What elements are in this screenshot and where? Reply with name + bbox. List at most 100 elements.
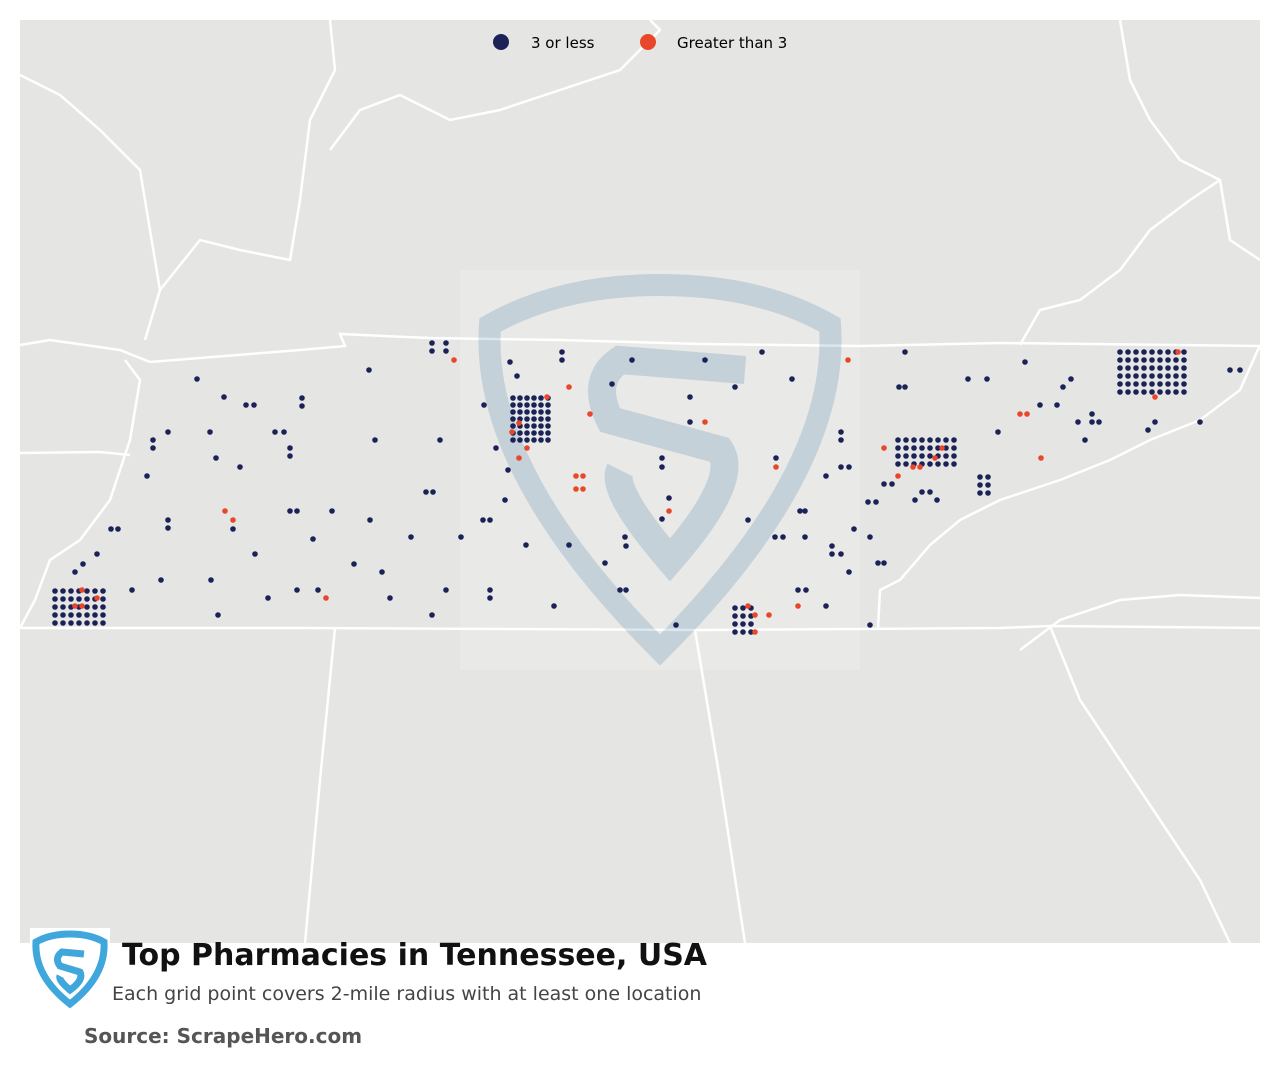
grid-point [1082,437,1088,443]
grid-point [100,604,106,610]
grid-point [1096,419,1102,425]
grid-point [524,423,530,429]
grid-point [895,453,901,459]
grid-point [538,409,544,415]
grid-point [100,612,106,618]
grid-point [76,612,82,618]
grid-point [60,620,66,626]
grid-point [1157,381,1163,387]
grid-point [100,620,106,626]
grid-point [1038,455,1044,461]
grid-point [387,595,393,601]
grid-point [838,464,844,470]
grid-point [516,420,522,426]
logo [30,928,110,1009]
grid-point [1060,384,1066,390]
grid-point [524,395,530,401]
grid-point [1149,365,1155,371]
grid-point [752,612,758,618]
grid-point [531,437,537,443]
grid-point [1173,365,1179,371]
grid-point [92,620,98,626]
grid-point [1133,389,1139,395]
grid-point [846,569,852,575]
grid-point [573,486,579,492]
grid-point [1173,373,1179,379]
grid-point [72,569,78,575]
grid-point [580,473,586,479]
grid-point [1157,365,1163,371]
grid-point [545,402,551,408]
grid-point [538,423,544,429]
grid-point [1141,373,1147,379]
grid-point [1173,381,1179,387]
grid-point [68,620,74,626]
grid-point [60,588,66,594]
grid-point [1133,381,1139,387]
grid-point [1089,411,1095,417]
grid-point [629,357,635,363]
grid-point [1037,402,1043,408]
grid-point [516,455,522,461]
map: 3 or less Greater than 3 [18,19,1262,944]
grid-point [510,423,516,429]
grid-point [1165,381,1171,387]
legend-label: Greater than 3 [677,34,787,52]
grid-point [1173,389,1179,395]
grid-point [252,551,258,557]
grid-point [1237,367,1243,373]
grid-point [517,395,523,401]
grid-point [100,596,106,602]
grid-point [911,445,917,451]
grid-point [740,629,746,635]
grid-point [1181,349,1187,355]
watermark [460,270,860,670]
grid-point [165,517,171,523]
grid-point [538,416,544,422]
grid-point [94,595,100,601]
grid-point [789,376,795,382]
grid-point [1165,365,1171,371]
grid-point [84,612,90,618]
grid-point [919,445,925,451]
grid-point [158,577,164,583]
grid-point [935,437,941,443]
grid-point [943,445,949,451]
grid-point [531,409,537,415]
grid-point [538,430,544,436]
grid-point [927,489,933,495]
grid-point [875,560,881,566]
grid-point [524,430,530,436]
grid-point [207,429,213,435]
grid-point [1175,349,1181,355]
grid-point [795,587,801,593]
grid-point [773,455,779,461]
grid-point [687,394,693,400]
grid-point [910,464,916,470]
grid-point [659,464,665,470]
grid-point [79,587,85,593]
grid-point [545,409,551,415]
grid-point [889,481,895,487]
grid-point [315,587,321,593]
grid-point [493,445,499,451]
grid-point [1024,411,1030,417]
grid-point [510,416,516,422]
grid-point [251,402,257,408]
grid-point [985,474,991,480]
grid-point [1141,349,1147,355]
grid-point [838,429,844,435]
grid-point [84,588,90,594]
grid-point [1125,381,1131,387]
grid-point [165,429,171,435]
grid-point [84,596,90,602]
grid-point [545,437,551,443]
grid-point [1157,357,1163,363]
grid-point [68,612,74,618]
grid-point [1133,365,1139,371]
grid-point [1197,419,1203,425]
grid-point [524,402,530,408]
grid-point [68,588,74,594]
grid-point [52,620,58,626]
